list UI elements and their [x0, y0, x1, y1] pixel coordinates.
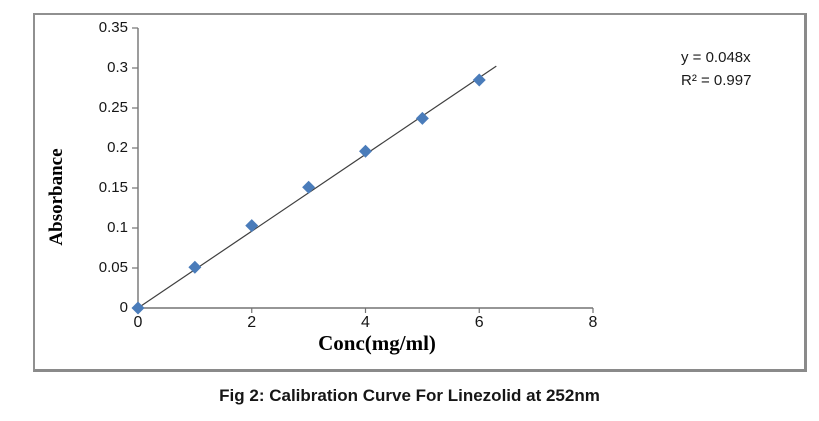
x-axis-tick-label: 2	[247, 314, 257, 331]
x-axis-tick-label: 0	[133, 314, 143, 331]
figure-caption: Fig 2: Calibration Curve For Linezolid a…	[219, 386, 600, 405]
y-axis-tick-label: 0.05	[98, 259, 128, 276]
y-axis-tick-label: 0.35	[98, 19, 128, 36]
y-axis-tick-label: 0.3	[107, 59, 128, 76]
y-axis-tick-label: 0	[119, 299, 128, 316]
equation-line: y = 0.048x	[681, 49, 751, 66]
y-axis-tick-label: 0.15	[98, 179, 128, 196]
x-axis-tick-label: 6	[474, 314, 484, 331]
trendline-equation: y = 0.048x R² = 0.997	[681, 46, 751, 92]
x-axis-tick-label: 4	[361, 314, 370, 331]
y-axis-title: Absorbance	[46, 148, 67, 246]
y-axis-tick-label: 0.25	[98, 99, 128, 116]
r-squared-line: R² = 0.997	[681, 72, 752, 89]
x-axis-tick-label: 8	[588, 314, 598, 331]
y-axis-tick-label: 0.1	[107, 219, 128, 236]
y-axis-tick-label: 0.2	[107, 139, 128, 156]
x-axis-title: Conc(mg/ml)	[318, 331, 436, 355]
